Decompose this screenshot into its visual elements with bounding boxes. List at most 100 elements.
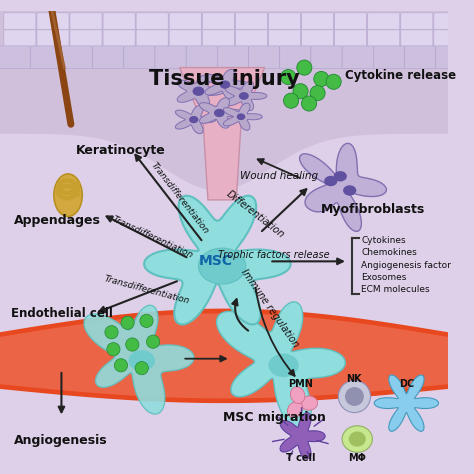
Ellipse shape — [71, 188, 77, 193]
Ellipse shape — [334, 171, 347, 182]
FancyBboxPatch shape — [136, 30, 168, 47]
FancyBboxPatch shape — [92, 46, 124, 69]
Ellipse shape — [107, 343, 120, 356]
Polygon shape — [0, 313, 448, 398]
FancyBboxPatch shape — [301, 13, 334, 30]
FancyBboxPatch shape — [235, 30, 267, 47]
FancyBboxPatch shape — [335, 30, 367, 47]
Ellipse shape — [56, 182, 62, 187]
FancyBboxPatch shape — [434, 30, 466, 47]
Ellipse shape — [135, 362, 148, 375]
Ellipse shape — [237, 113, 246, 120]
Ellipse shape — [58, 194, 64, 199]
Ellipse shape — [74, 189, 80, 193]
FancyBboxPatch shape — [368, 30, 400, 47]
Ellipse shape — [54, 174, 82, 217]
Ellipse shape — [64, 183, 69, 188]
Text: Immune regulation: Immune regulation — [238, 268, 300, 350]
FancyBboxPatch shape — [268, 13, 301, 30]
Text: DC: DC — [399, 379, 414, 389]
Ellipse shape — [66, 196, 72, 201]
FancyBboxPatch shape — [401, 13, 433, 30]
FancyBboxPatch shape — [136, 13, 168, 30]
FancyBboxPatch shape — [169, 13, 201, 30]
FancyBboxPatch shape — [202, 13, 234, 30]
Polygon shape — [180, 68, 264, 200]
FancyBboxPatch shape — [4, 13, 36, 30]
Ellipse shape — [56, 189, 62, 194]
Text: Transdifferentiation: Transdifferentiation — [149, 161, 210, 236]
FancyBboxPatch shape — [404, 46, 436, 69]
Ellipse shape — [192, 87, 204, 96]
Ellipse shape — [199, 248, 246, 284]
Ellipse shape — [74, 185, 80, 190]
Text: Appendages: Appendages — [14, 214, 101, 227]
Text: Trophic factors release: Trophic factors release — [218, 250, 330, 260]
Text: Chemokines: Chemokines — [361, 248, 417, 257]
Ellipse shape — [75, 182, 80, 186]
Ellipse shape — [60, 190, 65, 194]
FancyBboxPatch shape — [248, 46, 280, 69]
Text: ECM molecules: ECM molecules — [361, 285, 429, 294]
Ellipse shape — [342, 426, 373, 452]
FancyBboxPatch shape — [268, 30, 301, 47]
Ellipse shape — [68, 190, 73, 195]
Ellipse shape — [239, 92, 249, 100]
FancyBboxPatch shape — [218, 46, 248, 69]
Ellipse shape — [326, 74, 341, 89]
Ellipse shape — [58, 180, 64, 184]
Ellipse shape — [301, 96, 317, 111]
Polygon shape — [0, 11, 448, 191]
Polygon shape — [177, 75, 224, 108]
FancyBboxPatch shape — [103, 13, 135, 30]
Polygon shape — [84, 305, 194, 414]
Ellipse shape — [60, 184, 65, 189]
Ellipse shape — [283, 93, 299, 108]
Text: Cytokine release: Cytokine release — [345, 69, 456, 82]
Text: Angiogenesis factor: Angiogenesis factor — [361, 261, 451, 270]
Polygon shape — [200, 98, 243, 128]
Ellipse shape — [70, 195, 75, 200]
Text: MΦ: MΦ — [348, 453, 366, 463]
Ellipse shape — [268, 354, 299, 377]
Ellipse shape — [68, 184, 73, 189]
Polygon shape — [280, 413, 325, 460]
Ellipse shape — [281, 70, 296, 85]
Polygon shape — [223, 103, 262, 130]
Ellipse shape — [62, 178, 67, 183]
Polygon shape — [225, 82, 267, 110]
FancyBboxPatch shape — [124, 46, 155, 69]
FancyBboxPatch shape — [280, 46, 311, 69]
Ellipse shape — [324, 176, 337, 186]
Ellipse shape — [128, 350, 155, 371]
Polygon shape — [300, 143, 386, 231]
FancyBboxPatch shape — [62, 46, 92, 69]
Ellipse shape — [146, 335, 160, 348]
Ellipse shape — [62, 196, 67, 201]
Ellipse shape — [126, 338, 139, 351]
Ellipse shape — [121, 316, 134, 329]
FancyBboxPatch shape — [202, 30, 234, 47]
Text: Transdifferentiation: Transdifferentiation — [103, 274, 190, 305]
FancyBboxPatch shape — [368, 13, 400, 30]
Ellipse shape — [105, 326, 118, 339]
Ellipse shape — [56, 185, 62, 190]
FancyBboxPatch shape — [235, 13, 267, 30]
FancyBboxPatch shape — [4, 30, 36, 47]
FancyBboxPatch shape — [342, 46, 374, 69]
Text: Exosomes: Exosomes — [361, 273, 406, 282]
Ellipse shape — [57, 188, 63, 192]
Ellipse shape — [214, 109, 225, 117]
Ellipse shape — [57, 186, 63, 191]
FancyBboxPatch shape — [311, 46, 342, 69]
Polygon shape — [205, 69, 249, 100]
FancyBboxPatch shape — [401, 30, 433, 47]
FancyBboxPatch shape — [30, 46, 62, 69]
Text: Endothelial cell: Endothelial cell — [11, 307, 113, 320]
Text: Cytokines: Cytokines — [361, 236, 406, 245]
Ellipse shape — [74, 185, 80, 190]
Text: NK: NK — [346, 374, 362, 384]
Ellipse shape — [349, 431, 366, 447]
FancyBboxPatch shape — [37, 30, 69, 47]
Ellipse shape — [301, 396, 318, 410]
